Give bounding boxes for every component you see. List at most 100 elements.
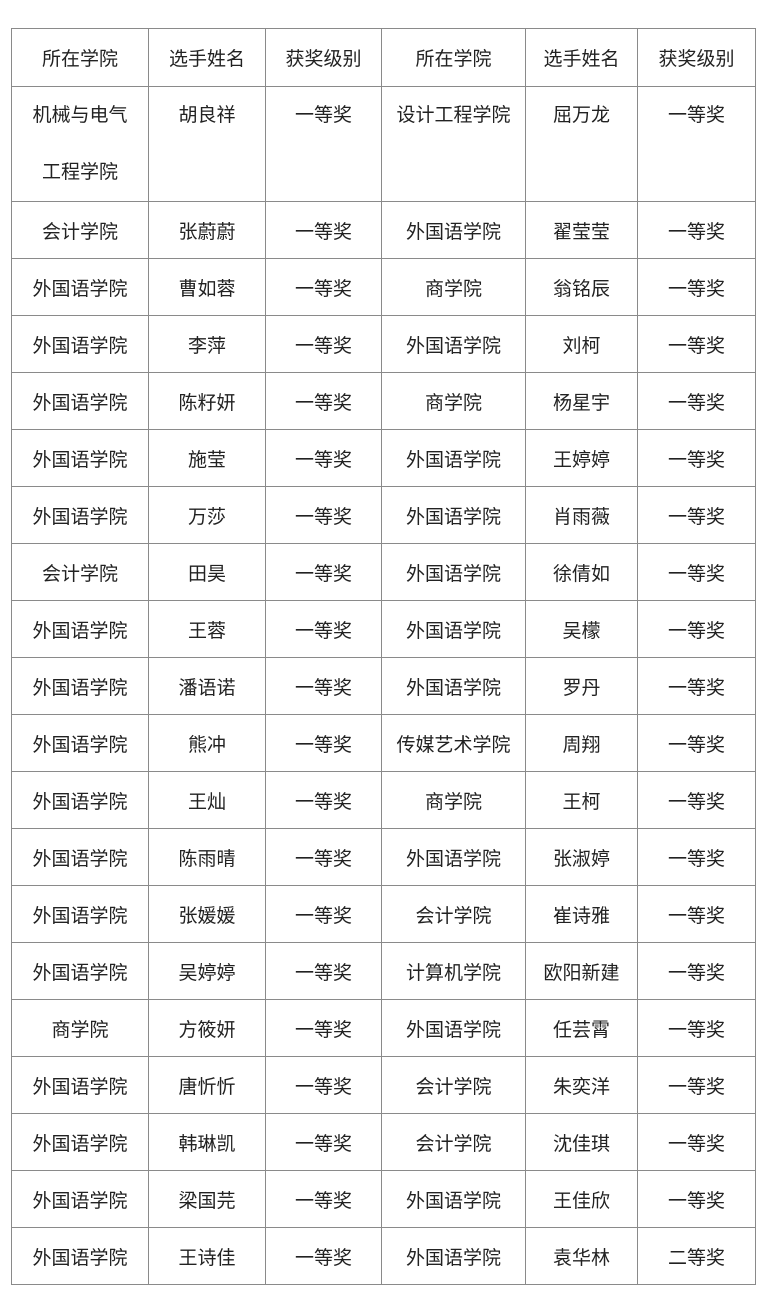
- college-cell: 外国语学院: [11, 942, 149, 1000]
- award-cell: 一等奖: [265, 885, 382, 943]
- college-cell: 外国语学院: [11, 258, 149, 316]
- college-cell: 会计学院: [11, 201, 149, 259]
- table-row: 外国语学院 王蓉 一等奖 外国语学院 吴檬 一等奖: [11, 600, 756, 658]
- name-cell: 张媛媛: [148, 885, 266, 943]
- award-cell: 一等奖: [637, 828, 756, 886]
- name-cell: 王柯: [525, 771, 638, 829]
- college-cell: 外国语学院: [11, 429, 149, 487]
- college-cell: 商学院: [11, 999, 149, 1057]
- college-cell: 外国语学院: [11, 1056, 149, 1114]
- table-row: 外国语学院 陈籽妍 一等奖 商学院 杨星宇 一等奖: [11, 372, 756, 430]
- award-cell: 一等奖: [637, 1113, 756, 1171]
- college-cell: 外国语学院: [11, 657, 149, 715]
- table-row: 外国语学院 万莎 一等奖 外国语学院 肖雨薇 一等奖: [11, 486, 756, 544]
- award-cell: 一等奖: [637, 372, 756, 430]
- name-cell: 熊冲: [148, 714, 266, 772]
- award-cell: 一等奖: [637, 543, 756, 601]
- name-cell: 周翔: [525, 714, 638, 772]
- award-cell: 一等奖: [637, 600, 756, 658]
- award-cell: 一等奖: [265, 657, 382, 715]
- name-cell: 梁国芫: [148, 1170, 266, 1228]
- award-cell: 二等奖: [637, 1227, 756, 1285]
- table-row: 外国语学院 施莹 一等奖 外国语学院 王婷婷 一等奖: [11, 429, 756, 487]
- name-cell: 刘柯: [525, 315, 638, 373]
- header-name: 选手姓名: [148, 28, 266, 87]
- table-row: 外国语学院 张媛媛 一等奖 会计学院 崔诗雅 一等奖: [11, 885, 756, 943]
- award-cell: 一等奖: [265, 86, 382, 202]
- college-cell: 外国语学院: [381, 315, 526, 373]
- name-cell: 徐倩如: [525, 543, 638, 601]
- college-cell: 外国语学院: [381, 999, 526, 1057]
- college-cell: 机械与电气工程学院: [11, 86, 149, 202]
- name-cell: 张蔚蔚: [148, 201, 266, 259]
- awards-table: 所在学院 选手姓名 获奖级别 所在学院 选手姓名 获奖级别 机械与电气工程学院胡…: [11, 28, 756, 1285]
- college-cell: 外国语学院: [381, 486, 526, 544]
- award-cell: 一等奖: [637, 1056, 756, 1114]
- award-cell: 一等奖: [637, 315, 756, 373]
- award-cell: 一等奖: [637, 258, 756, 316]
- header-award: 获奖级别: [637, 28, 756, 87]
- college-cell: 外国语学院: [11, 315, 149, 373]
- name-cell: 欧阳新建: [525, 942, 638, 1000]
- award-cell: 一等奖: [637, 714, 756, 772]
- awards-table-body: 所在学院 选手姓名 获奖级别 所在学院 选手姓名 获奖级别 机械与电气工程学院胡…: [11, 28, 756, 1285]
- table-row: 商学院 方筱妍 一等奖 外国语学院 任芸霄 一等奖: [11, 999, 756, 1057]
- table-row: 外国语学院 梁国芫 一等奖 外国语学院 王佳欣 一等奖: [11, 1170, 756, 1228]
- name-cell: 袁华林: [525, 1227, 638, 1285]
- award-cell: 一等奖: [637, 885, 756, 943]
- college-cell: 商学院: [381, 771, 526, 829]
- table-row: 会计学院 田昊 一等奖 外国语学院 徐倩如 一等奖: [11, 543, 756, 601]
- award-cell: 一等奖: [265, 258, 382, 316]
- award-cell: 一等奖: [265, 771, 382, 829]
- award-cell: 一等奖: [265, 429, 382, 487]
- college-cell: 外国语学院: [381, 1170, 526, 1228]
- college-cell: 会计学院: [381, 885, 526, 943]
- college-cell: 外国语学院: [11, 1170, 149, 1228]
- college-cell: 外国语学院: [11, 1113, 149, 1171]
- header-award: 获奖级别: [265, 28, 382, 87]
- name-cell: 万莎: [148, 486, 266, 544]
- award-cell: 一等奖: [265, 1170, 382, 1228]
- table-row: 外国语学院 韩琳凯 一等奖 会计学院 沈佳琪 一等奖: [11, 1113, 756, 1171]
- name-cell: 王灿: [148, 771, 266, 829]
- award-cell: 一等奖: [265, 600, 382, 658]
- table-row: 外国语学院 熊冲 一等奖 传媒艺术学院 周翔 一等奖: [11, 714, 756, 772]
- name-cell: 任芸霄: [525, 999, 638, 1057]
- name-cell: 陈籽妍: [148, 372, 266, 430]
- award-cell: 一等奖: [265, 1113, 382, 1171]
- table-row: 外国语学院 王灿 一等奖 商学院 王柯 一等奖: [11, 771, 756, 829]
- name-cell: 翟莹莹: [525, 201, 638, 259]
- table-row: 会计学院 张蔚蔚 一等奖 外国语学院 翟莹莹 一等奖: [11, 201, 756, 259]
- college-cell: 计算机学院: [381, 942, 526, 1000]
- college-cell: 外国语学院: [381, 543, 526, 601]
- college-cell: 外国语学院: [381, 828, 526, 886]
- college-cell: 外国语学院: [11, 600, 149, 658]
- award-cell: 一等奖: [637, 429, 756, 487]
- award-cell: 一等奖: [265, 543, 382, 601]
- name-cell: 吴婷婷: [148, 942, 266, 1000]
- name-cell: 韩琳凯: [148, 1113, 266, 1171]
- college-cell: 会计学院: [381, 1113, 526, 1171]
- name-cell: 陈雨晴: [148, 828, 266, 886]
- award-cell: 一等奖: [637, 201, 756, 259]
- college-cell: 外国语学院: [11, 486, 149, 544]
- table-row: 外国语学院 潘语诺 一等奖 外国语学院 罗丹 一等奖: [11, 657, 756, 715]
- award-cell: 一等奖: [265, 1227, 382, 1285]
- name-cell: 肖雨薇: [525, 486, 638, 544]
- college-cell: 外国语学院: [381, 429, 526, 487]
- table-row: 外国语学院 陈雨晴 一等奖 外国语学院 张淑婷 一等奖: [11, 828, 756, 886]
- name-cell: 唐忻忻: [148, 1056, 266, 1114]
- name-cell: 王蓉: [148, 600, 266, 658]
- name-cell: 吴檬: [525, 600, 638, 658]
- table-row: 外国语学院 李萍 一等奖 外国语学院 刘柯 一等奖: [11, 315, 756, 373]
- college-cell: 设计工程学院: [381, 86, 526, 202]
- name-cell: 施莹: [148, 429, 266, 487]
- college-cell: 传媒艺术学院: [381, 714, 526, 772]
- table-row: 外国语学院 王诗佳 一等奖 外国语学院 袁华林 二等奖: [11, 1227, 756, 1285]
- name-cell: 朱奕洋: [525, 1056, 638, 1114]
- college-cell: 外国语学院: [11, 714, 149, 772]
- name-cell: 王诗佳: [148, 1227, 266, 1285]
- name-cell: 潘语诺: [148, 657, 266, 715]
- college-cell: 外国语学院: [11, 372, 149, 430]
- award-cell: 一等奖: [265, 315, 382, 373]
